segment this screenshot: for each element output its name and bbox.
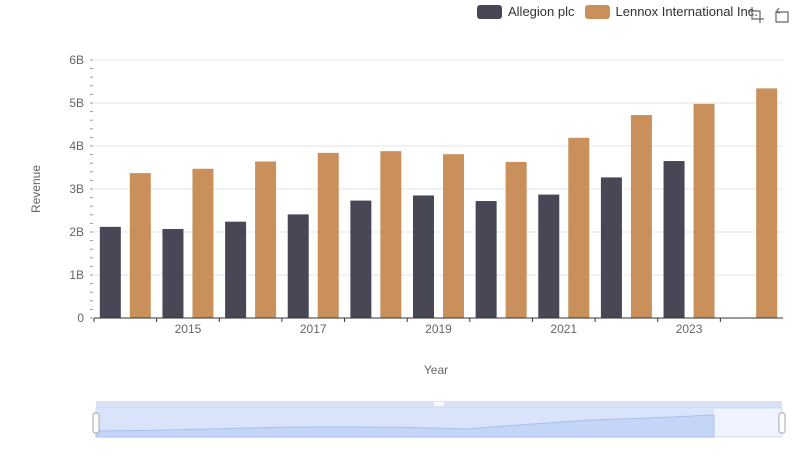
legend: Allegion plc Lennox International Inc. [477, 4, 758, 19]
legend-swatch-allegion [477, 4, 502, 19]
bar-allegion-2016 [225, 221, 247, 318]
bar-lennox-2018 [380, 151, 402, 318]
bar-allegion-2019 [413, 195, 434, 318]
zoom-handle-left[interactable] [92, 412, 100, 434]
data-zoom-slider[interactable] [92, 401, 786, 438]
restore-icon[interactable] [773, 6, 791, 24]
bar-lennox-2015 [192, 168, 214, 318]
bar-allegion-2018 [350, 200, 372, 318]
x-tick-label: 2023 [676, 322, 703, 336]
x-tick-label: 2017 [300, 322, 327, 336]
x-axis-label: Year [424, 363, 448, 377]
bar-lennox-2014 [129, 173, 151, 318]
bar-allegion-2015 [162, 228, 184, 318]
bar-lennox-2022 [630, 115, 652, 318]
bar-lennox-2023 [693, 103, 715, 318]
y-tick-label: 5B [69, 96, 84, 110]
x-axis-ticks: 2015 2017 2019 2021 2023 [93, 318, 721, 336]
x-tick-label: 2015 [175, 322, 202, 336]
y-tick-label: 4B [69, 139, 84, 153]
zoom-move-grip[interactable] [434, 402, 444, 406]
zoom-preview-area [95, 414, 715, 438]
bar-lennox-2021 [568, 137, 590, 318]
x-tick-label: 2021 [550, 322, 577, 336]
bar-allegion-2021 [538, 194, 560, 318]
zoom-icon[interactable] [747, 6, 765, 24]
bars [99, 88, 778, 318]
bar-lennox-2020 [505, 161, 527, 318]
legend-item-allegion[interactable]: Allegion plc [477, 4, 575, 19]
bar-lennox-2024 [756, 88, 778, 318]
y-tick-label: 0 [77, 311, 84, 325]
bar-allegion-2020 [475, 201, 497, 318]
bar-allegion-2017 [287, 214, 309, 318]
bar-allegion-2014 [99, 226, 121, 318]
bar-lennox-2019 [443, 154, 464, 318]
bar-lennox-2016 [255, 161, 277, 318]
y-axis-label: Revenue [29, 165, 43, 213]
y-axis-ticks: 0 1B 2B 3B 4B 5B 6B [69, 53, 93, 325]
zoom-handle-right[interactable] [778, 412, 786, 434]
y-tick-label: 1B [69, 268, 84, 282]
legend-item-lennox[interactable]: Lennox International Inc. [584, 4, 758, 19]
legend-swatch-lennox [584, 4, 610, 19]
y-tick-label: 3B [69, 182, 84, 196]
x-tick-label: 2019 [425, 322, 452, 336]
legend-label-allegion: Allegion plc [508, 4, 575, 19]
y-tick-label: 2B [69, 225, 84, 239]
legend-label-lennox: Lennox International Inc. [615, 4, 758, 19]
bar-lennox-2017 [317, 152, 339, 318]
y-tick-label: 6B [69, 53, 84, 67]
bar-allegion-2023 [663, 161, 685, 318]
bar-allegion-2022 [600, 177, 622, 318]
